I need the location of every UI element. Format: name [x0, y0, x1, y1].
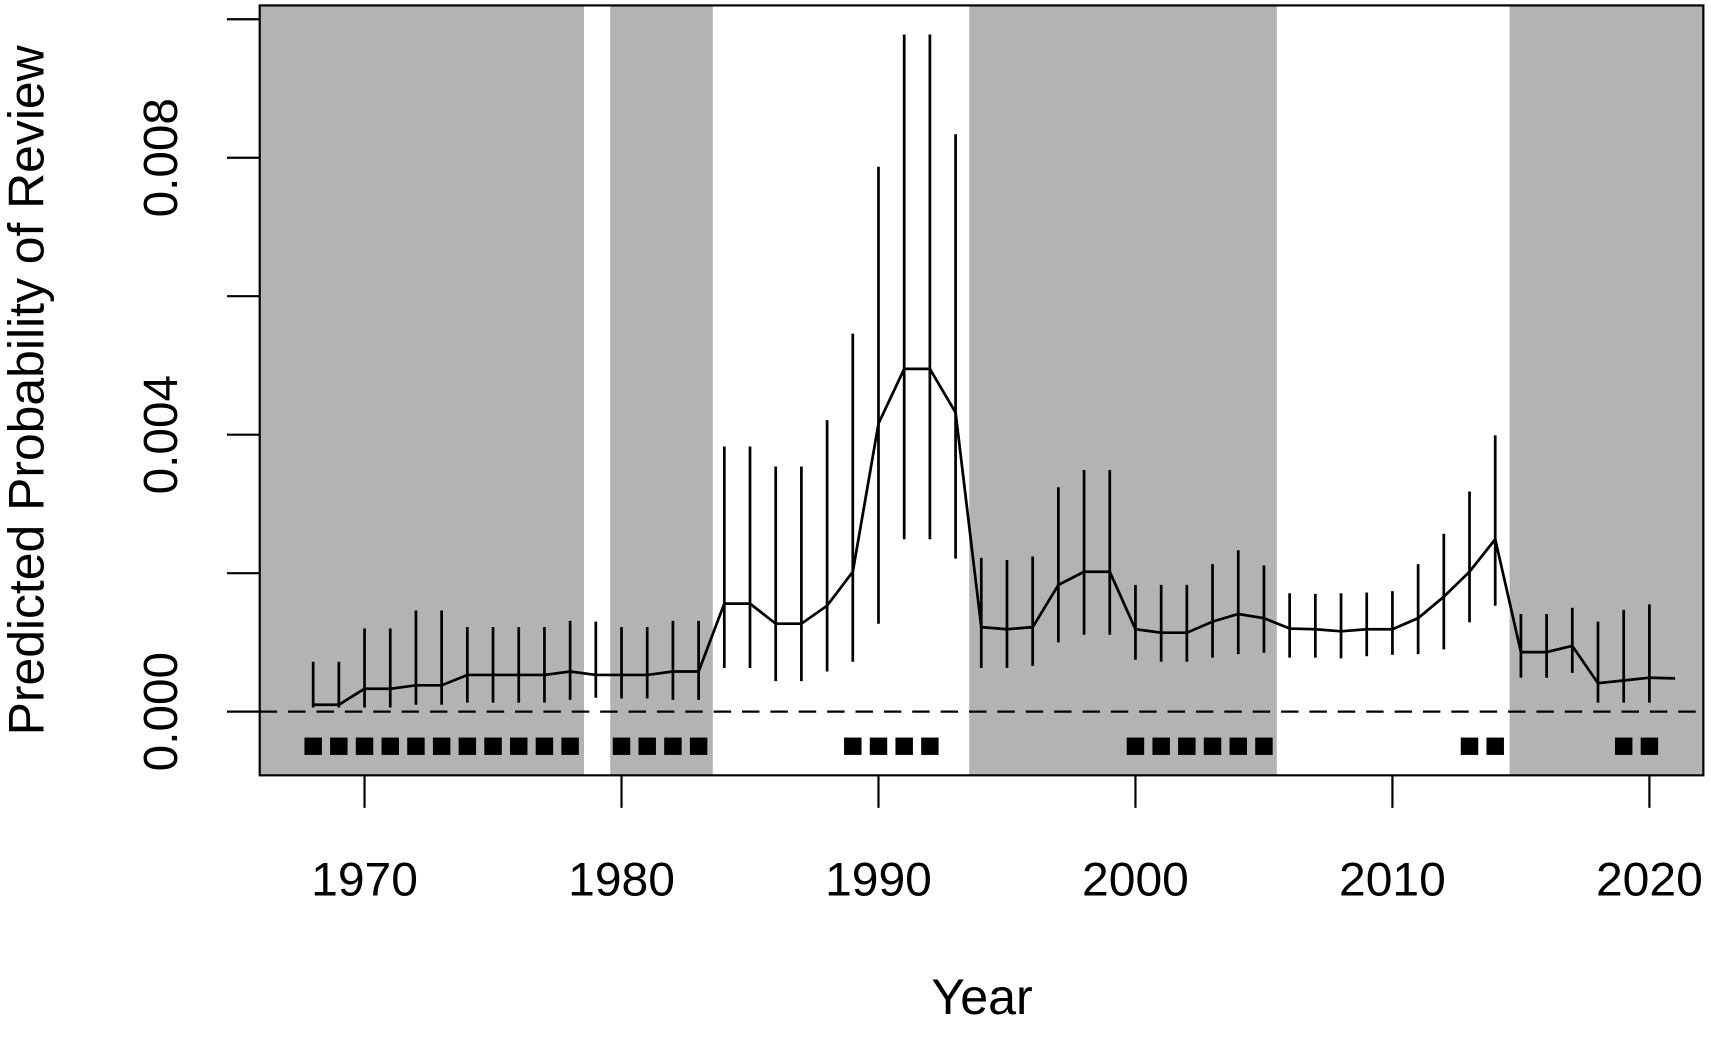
marker-square [330, 737, 348, 755]
marker-square [844, 737, 862, 755]
x-axis-label: Year [931, 969, 1032, 1025]
marker-square [1178, 737, 1196, 755]
x-tick-label: 1970 [311, 854, 418, 907]
marker-square [407, 737, 425, 755]
marker-square [1486, 737, 1504, 755]
x-tick-label: 2000 [1082, 854, 1189, 907]
shaded-period [1509, 5, 1704, 776]
y-axis-label: Predicted Probability of Review [0, 44, 55, 735]
y-tick-label: 0.008 [135, 98, 188, 217]
marker-square [1203, 737, 1222, 755]
marker-square [1255, 737, 1273, 755]
shaded-period [610, 5, 713, 776]
marker-square [381, 737, 399, 755]
marker-square [1460, 737, 1479, 755]
x-tick-label: 2010 [1339, 854, 1446, 907]
marker-square [689, 737, 708, 755]
marker-square [1152, 737, 1170, 755]
marker-square [1126, 737, 1145, 755]
marker-square [921, 737, 939, 755]
plot-area [259, 5, 1704, 776]
series-line [313, 367, 1676, 707]
marker-square [535, 737, 554, 755]
marker-square [355, 737, 374, 755]
marker-square [510, 737, 528, 755]
marker-square [1614, 737, 1633, 755]
plot-frame [258, 4, 1705, 777]
marker-square [432, 737, 451, 755]
y-tick-label: 0.000 [135, 652, 188, 771]
marker-square [1229, 737, 1247, 755]
x-tick-label: 2020 [1596, 854, 1703, 907]
marker-square [458, 737, 477, 755]
marker-square [1640, 737, 1659, 755]
marker-square [304, 737, 322, 755]
shaded-period [259, 5, 585, 776]
marker-square [664, 737, 682, 755]
x-tick-label: 1980 [568, 854, 675, 907]
marker-square [895, 737, 913, 755]
marker-square [561, 737, 579, 755]
y-tick-label: 0.004 [135, 375, 188, 494]
marker-square [612, 737, 631, 755]
x-tick-label: 1990 [825, 854, 932, 907]
marker-square [484, 737, 502, 755]
shaded-period [969, 5, 1277, 776]
marker-square [638, 737, 656, 755]
marker-square [869, 737, 888, 755]
